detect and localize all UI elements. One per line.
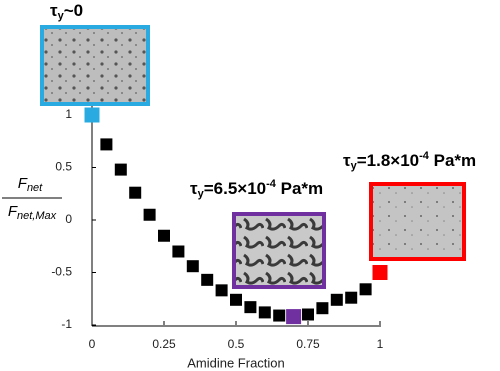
annotation: τy=6.5×10-4 Pa*m <box>190 178 323 200</box>
data-point <box>143 208 156 221</box>
y-tick-label: 0.5 <box>55 160 72 174</box>
data-point <box>129 186 142 199</box>
data-point <box>372 265 388 280</box>
micrograph-image <box>232 212 326 289</box>
micrograph-image <box>369 182 466 261</box>
data-point <box>345 291 358 304</box>
x-tick-label: 0.75 <box>296 337 320 351</box>
data-point <box>302 308 314 321</box>
data-point <box>330 293 343 306</box>
data-point <box>201 273 214 286</box>
data-point <box>244 301 257 314</box>
data-point <box>258 306 271 319</box>
data-point <box>286 309 302 325</box>
data-point <box>215 284 228 297</box>
y-label-denominator: Fnet,Max <box>8 203 57 222</box>
data-point <box>230 293 242 306</box>
x-tick-label: 0 <box>89 337 96 351</box>
y-tick-label: 0 <box>65 212 72 226</box>
y-tick-label: 1 <box>65 107 72 121</box>
data-point <box>186 260 199 273</box>
data-point <box>84 107 100 123</box>
x-tick-label: 1 <box>377 337 384 351</box>
y-label-numerator: Fnet <box>18 175 43 194</box>
y-tick-label: -1 <box>61 317 72 331</box>
data-point <box>100 138 113 151</box>
annotation: τy~0 <box>50 1 83 21</box>
micrograph-image <box>40 25 150 106</box>
x-tick-label: 0.25 <box>152 337 176 351</box>
annotation: τy=1.8×10-4 Pa*m <box>343 150 476 172</box>
data-point <box>359 283 372 296</box>
x-axis-label: Amidine Fraction <box>187 355 285 370</box>
data-point <box>114 163 127 176</box>
data-point <box>172 245 185 258</box>
data-point <box>273 309 286 322</box>
data-point <box>316 302 329 315</box>
x-tick-label: 0.5 <box>228 337 245 351</box>
data-point <box>158 229 170 242</box>
y-tick-label: -0.5 <box>51 265 72 279</box>
